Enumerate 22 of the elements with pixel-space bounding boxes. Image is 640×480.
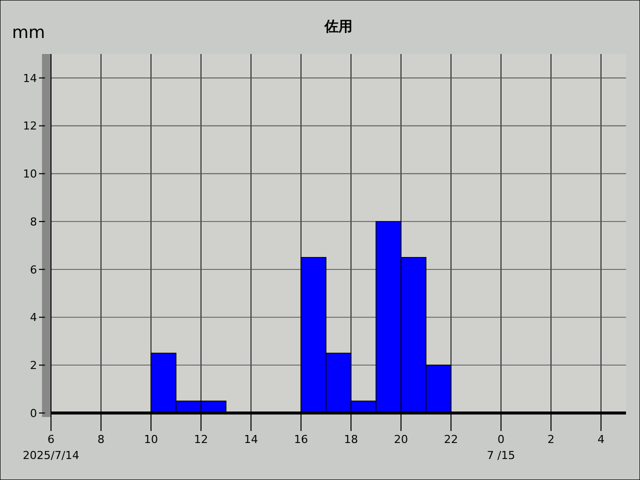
x-tick-label: 8: [98, 433, 104, 446]
x-tick-label: 20: [394, 433, 408, 446]
y-tick-label: 6: [30, 263, 37, 276]
y-tick-label: 8: [30, 215, 37, 228]
x-tick-label: 22: [444, 433, 458, 446]
x-tick-label: 6 2025/7/14: [22, 433, 80, 462]
y-tick-label: 4: [30, 311, 37, 324]
chart-title: 佐用: [324, 19, 352, 35]
y-tick-label: 12: [23, 120, 37, 133]
y-tick-label: 10: [23, 168, 37, 181]
x-tick-label: 12: [194, 433, 208, 446]
y-tick-label: 0: [30, 406, 37, 420]
x-tick-label: 0 7 /15: [486, 433, 516, 462]
x-tick-label: 10: [144, 433, 158, 446]
y-tick-label: 14: [23, 72, 37, 85]
y-axis-title: mm: [12, 23, 46, 43]
x-tick-label: 18: [344, 433, 358, 446]
x-tick-label: 4: [598, 433, 604, 446]
x-tick-label: 14: [244, 433, 258, 446]
x-tick-label: 2: [548, 433, 554, 446]
x-tick-label: 16: [294, 433, 308, 446]
y-tick-label: 2: [30, 358, 37, 372]
